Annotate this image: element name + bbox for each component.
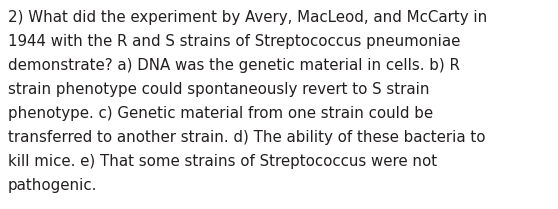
Text: kill mice. e) That some strains of Streptococcus were not: kill mice. e) That some strains of Strep… bbox=[8, 154, 437, 169]
Text: demonstrate? a) DNA was the genetic material in cells. b) R: demonstrate? a) DNA was the genetic mate… bbox=[8, 58, 460, 73]
Text: 1944 with the R and S strains of Streptococcus pneumoniae: 1944 with the R and S strains of Strepto… bbox=[8, 34, 460, 49]
Text: phenotype. c) Genetic material from one strain could be: phenotype. c) Genetic material from one … bbox=[8, 106, 433, 121]
Text: pathogenic.: pathogenic. bbox=[8, 178, 98, 193]
Text: transferred to another strain. d) The ability of these bacteria to: transferred to another strain. d) The ab… bbox=[8, 130, 485, 145]
Text: 2) What did the experiment by Avery, MacLeod, and McCarty in: 2) What did the experiment by Avery, Mac… bbox=[8, 10, 487, 25]
Text: strain phenotype could spontaneously revert to S strain: strain phenotype could spontaneously rev… bbox=[8, 82, 430, 97]
